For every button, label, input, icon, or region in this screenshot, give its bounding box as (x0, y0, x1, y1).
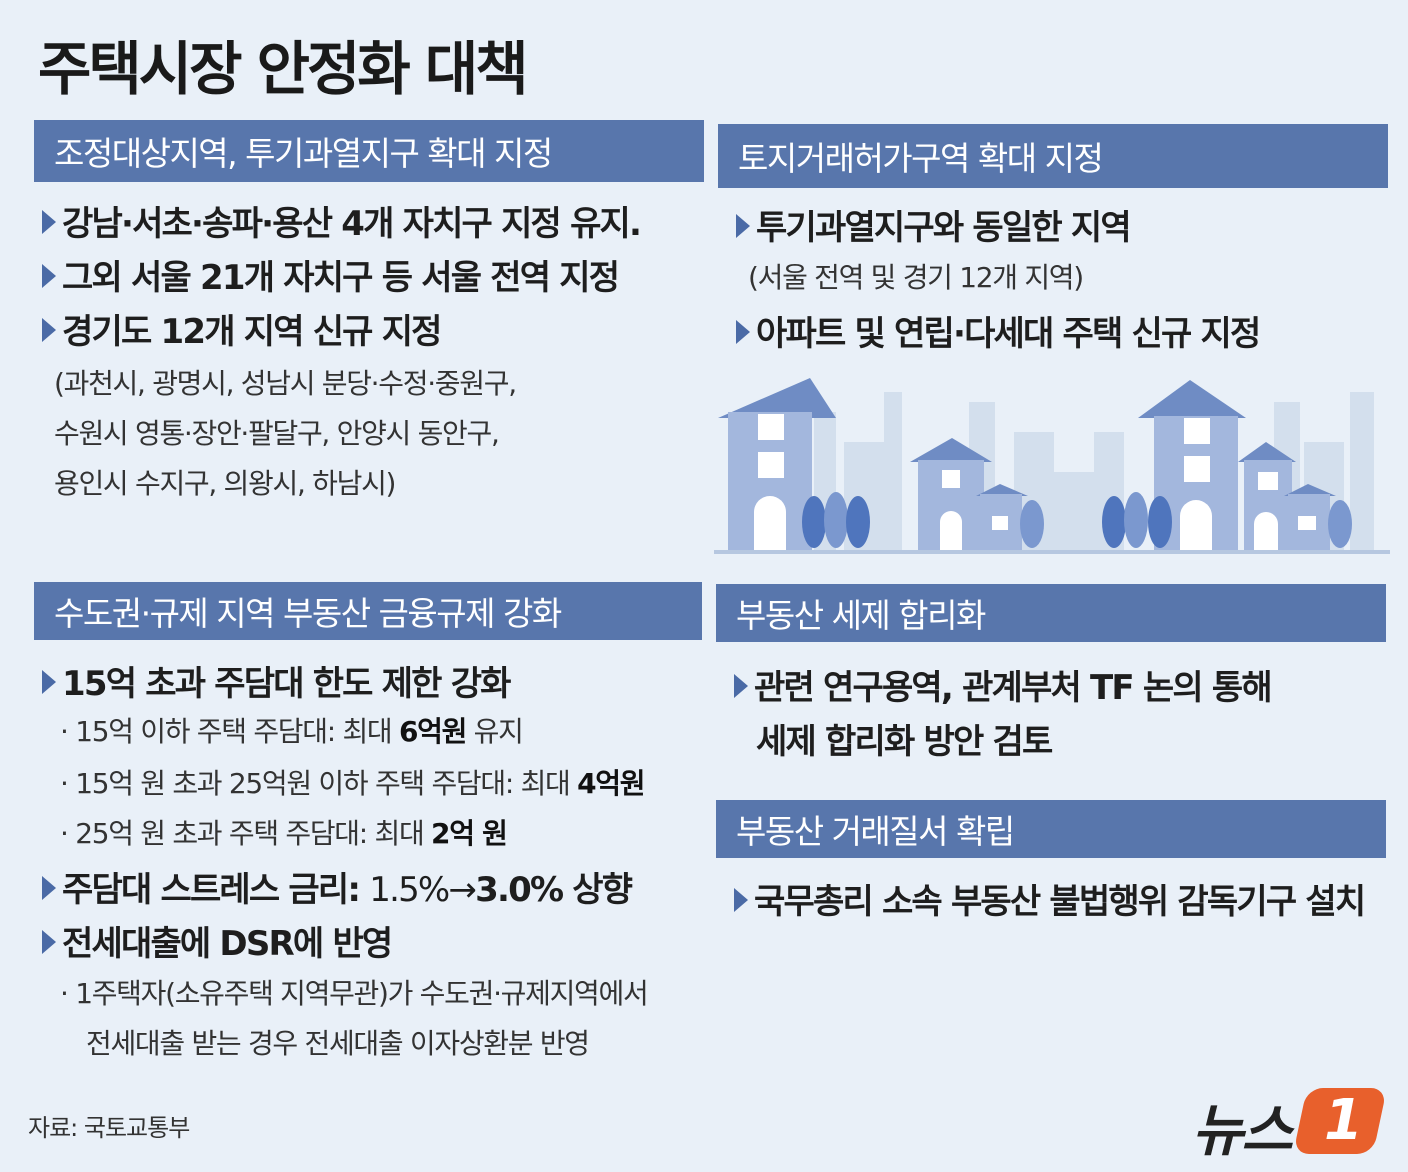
triangle-bullet-icon (736, 320, 750, 344)
list-item: 15억 초과 주담대 한도 제한 강화 (42, 656, 511, 705)
triangle-bullet-icon (42, 876, 56, 900)
houses-illustration (714, 378, 1390, 554)
panel-header-land-permit: 토지거래허가구역 확대 지정 (718, 124, 1388, 188)
list-item: 강남·서초·송파·용산 4개 자치구 지정 유지. (42, 196, 642, 245)
list-item: 국무총리 소속 부동산 불법행위 감독기구 설치 (734, 874, 1366, 923)
page-title: 주택시장 안정화 대책 (38, 35, 529, 103)
sub-item: · 15억 원 초과 25억원 이하 주택 주담대: 최대 4억원 (60, 767, 646, 800)
list-item: 아파트 및 연립·다세대 주택 신규 지정 (736, 306, 1261, 355)
note-line: (과천시, 광명시, 성남시 분당·수정·중원구, (54, 367, 517, 400)
triangle-bullet-icon (42, 930, 56, 954)
triangle-bullet-icon (42, 318, 56, 342)
triangle-bullet-icon (736, 214, 750, 238)
list-item: 전세대출에 DSR에 반영 (42, 916, 393, 965)
sub-item: · 15억 이하 주택 주담대: 최대 6억원 유지 (60, 715, 524, 748)
sub-item: · 25억 원 초과 주택 주담대: 최대 2억 원 (60, 817, 508, 850)
logo-mark-number: 1 (1324, 1088, 1363, 1153)
list-item: 그외 서울 21개 자치구 등 서울 전역 지정 (42, 250, 620, 299)
panel-header-finance-regulation: 수도권·규제 지역 부동산 금융규제 강화 (34, 582, 702, 640)
note-line: 수원시 영통·장안·팔달구, 안양시 동안구, (54, 417, 500, 450)
sub-item: · 1주택자(소유주택 지역무관)가 수도권·규제지역에서 (60, 977, 649, 1010)
list-item-continuation: 세제 합리화 방안 검토 (756, 722, 1053, 762)
list-item: 관련 연구용역, 관계부처 TF 논의 통해 (734, 660, 1273, 709)
source-note: 자료: 국토교통부 (28, 1114, 190, 1142)
list-item: 주담대 스트레스 금리: 1.5%→3.0% 상향 (42, 862, 633, 911)
note-line: (서울 전역 및 경기 12개 지역) (748, 261, 1084, 294)
triangle-bullet-icon (734, 888, 748, 912)
panel-header-transaction-order: 부동산 거래질서 확립 (716, 800, 1386, 858)
triangle-bullet-icon (42, 670, 56, 694)
triangle-bullet-icon (42, 264, 56, 288)
panel-header-tax: 부동산 세제 합리화 (716, 584, 1386, 642)
triangle-bullet-icon (42, 210, 56, 234)
panel-header-adjustment-areas: 조정대상지역, 투기과열지구 확대 지정 (34, 120, 704, 182)
list-item: 경기도 12개 지역 신규 지정 (42, 304, 442, 353)
triangle-bullet-icon (734, 674, 748, 698)
note-line: 용인시 수지구, 의왕시, 하남시) (54, 467, 396, 500)
logo-text: 뉴스 (1192, 1099, 1293, 1164)
sub-item: 전세대출 받는 경우 전세대출 이자상환분 반영 (86, 1027, 590, 1060)
list-item: 투기과열지구와 동일한 지역 (736, 200, 1132, 249)
news1-logo: 뉴스 1 (1192, 1082, 1388, 1164)
